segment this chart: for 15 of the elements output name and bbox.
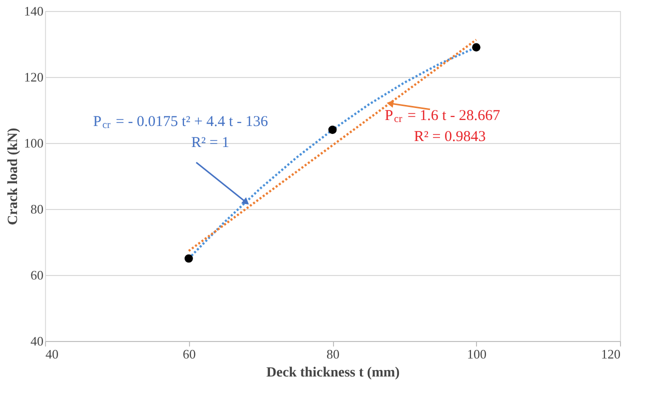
y-tick-label: 80 (30, 202, 44, 216)
x-tick-label: 100 (467, 346, 486, 362)
y-tick-label: 120 (24, 70, 44, 84)
x-tick-label: 40 (46, 346, 58, 362)
y-tick-label: 140 (24, 4, 44, 18)
x-tick-label: 80 (326, 346, 340, 362)
y-axis-title: Crack load (kN) (6, 128, 21, 226)
annotation: R² = 0.9843 (414, 129, 486, 145)
y-tick-label: 60 (30, 268, 44, 282)
x-tick-label: 120 (601, 346, 620, 362)
annotation: R² = 1 (191, 135, 230, 151)
y-tick-label: 40 (30, 334, 44, 348)
x-tick-label: 60 (182, 346, 196, 362)
y-tick-label: 100 (24, 136, 44, 150)
x-axis-title: Deck thickness t (mm) (266, 366, 400, 380)
